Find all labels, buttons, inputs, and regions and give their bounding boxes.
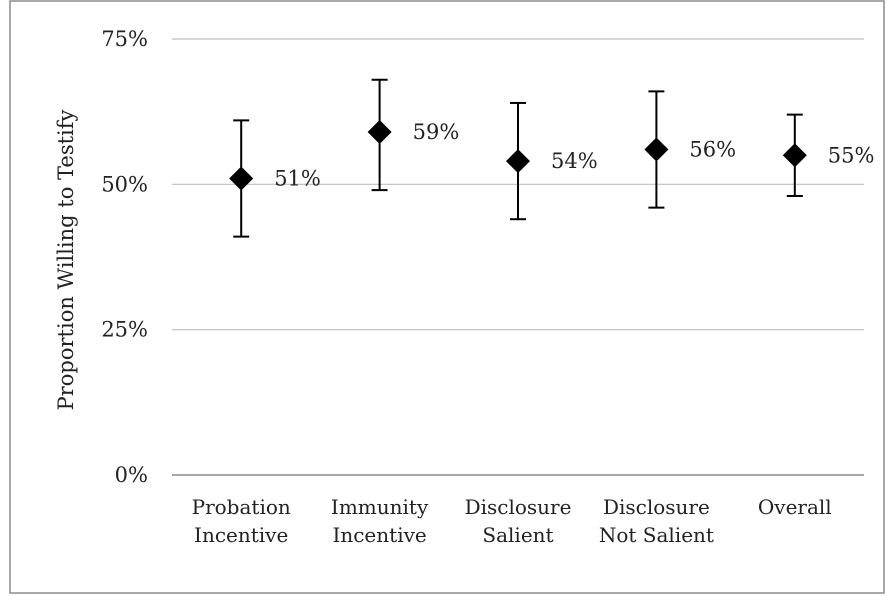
x-category-label: Incentive (194, 523, 288, 547)
y-tick-label: 25% (101, 318, 148, 342)
data-label: 51% (274, 167, 321, 191)
x-category-label: Incentive (332, 523, 426, 547)
x-category-label: Immunity (331, 495, 429, 519)
series-points: 51% 59% 54% 56% 55% (229, 78, 875, 238)
y-tick-label: 50% (101, 172, 148, 196)
diamond-marker (644, 137, 669, 162)
chart-frame (9, 0, 885, 594)
x-category-label: Salient (482, 523, 553, 547)
diamond-marker (229, 166, 254, 191)
y-tick-label: 0% (115, 463, 148, 487)
data-label: 54% (551, 149, 598, 173)
data-label: 56% (689, 137, 736, 161)
diamond-marker (367, 120, 392, 145)
data-label: 55% (828, 143, 875, 167)
diamond-marker (782, 143, 807, 168)
x-category-label: Overall (758, 495, 832, 519)
x-category-labels: Probation Incentive Immunity Incentive Discl… (192, 495, 832, 547)
data-point-group: 55% (782, 113, 875, 197)
x-category-label: Disclosure (603, 495, 710, 519)
x-category-label: Disclosure (465, 495, 572, 519)
data-point-group: 56% (644, 90, 736, 209)
y-tick-labels: 0% 25% 50% 75% (101, 27, 148, 487)
data-label: 59% (413, 120, 460, 144)
x-category-label: Probation (192, 495, 291, 519)
x-category-label: Not Salient (599, 523, 714, 547)
data-point-group: 51% (229, 119, 321, 238)
data-point-group: 54% (506, 101, 598, 221)
diamond-marker (506, 149, 530, 174)
data-point-group: 59% (367, 78, 460, 192)
y-axis-title: Proportion Willing to Testify (54, 109, 78, 410)
y-tick-label: 75% (101, 27, 148, 51)
